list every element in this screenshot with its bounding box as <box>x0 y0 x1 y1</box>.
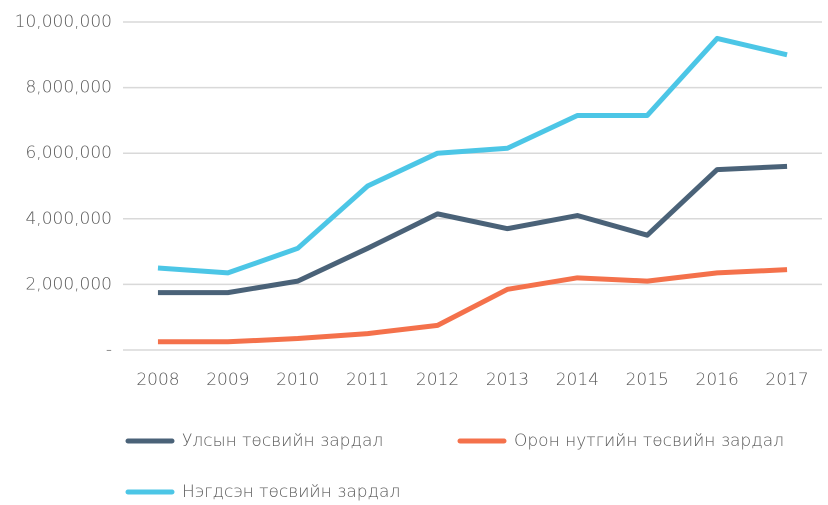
x-tick-label: 2017 <box>765 370 808 390</box>
y-tick-label: 2,000,000 <box>25 274 112 294</box>
legend-label: Нэгдсэн төсвийн зардал <box>182 482 400 502</box>
x-tick-label: 2015 <box>626 370 669 390</box>
x-tick-label: 2010 <box>276 370 319 390</box>
series-line <box>157 163 788 296</box>
x-tick-label: 2008 <box>136 370 179 390</box>
legend-label: Улсын төсвийн зардал <box>182 431 383 451</box>
y-tick-label: 4,000,000 <box>25 209 112 229</box>
x-tick-label: 2009 <box>206 370 249 390</box>
y-tick-label: 10,000,000 <box>15 12 112 32</box>
y-tick-label: - <box>106 340 112 360</box>
y-tick-label: 6,000,000 <box>25 143 112 163</box>
legend-label: Орон нутгийн төсвийн зардал <box>514 431 784 451</box>
series-line <box>157 35 788 276</box>
x-tick-label: 2014 <box>556 370 599 390</box>
x-tick-label: 2013 <box>486 370 529 390</box>
series-line <box>157 267 788 345</box>
x-tick-label: 2011 <box>346 370 389 390</box>
x-tick-label: 2016 <box>696 370 739 390</box>
x-tick-label: 2012 <box>416 370 459 390</box>
y-tick-label: 8,000,000 <box>25 78 112 98</box>
